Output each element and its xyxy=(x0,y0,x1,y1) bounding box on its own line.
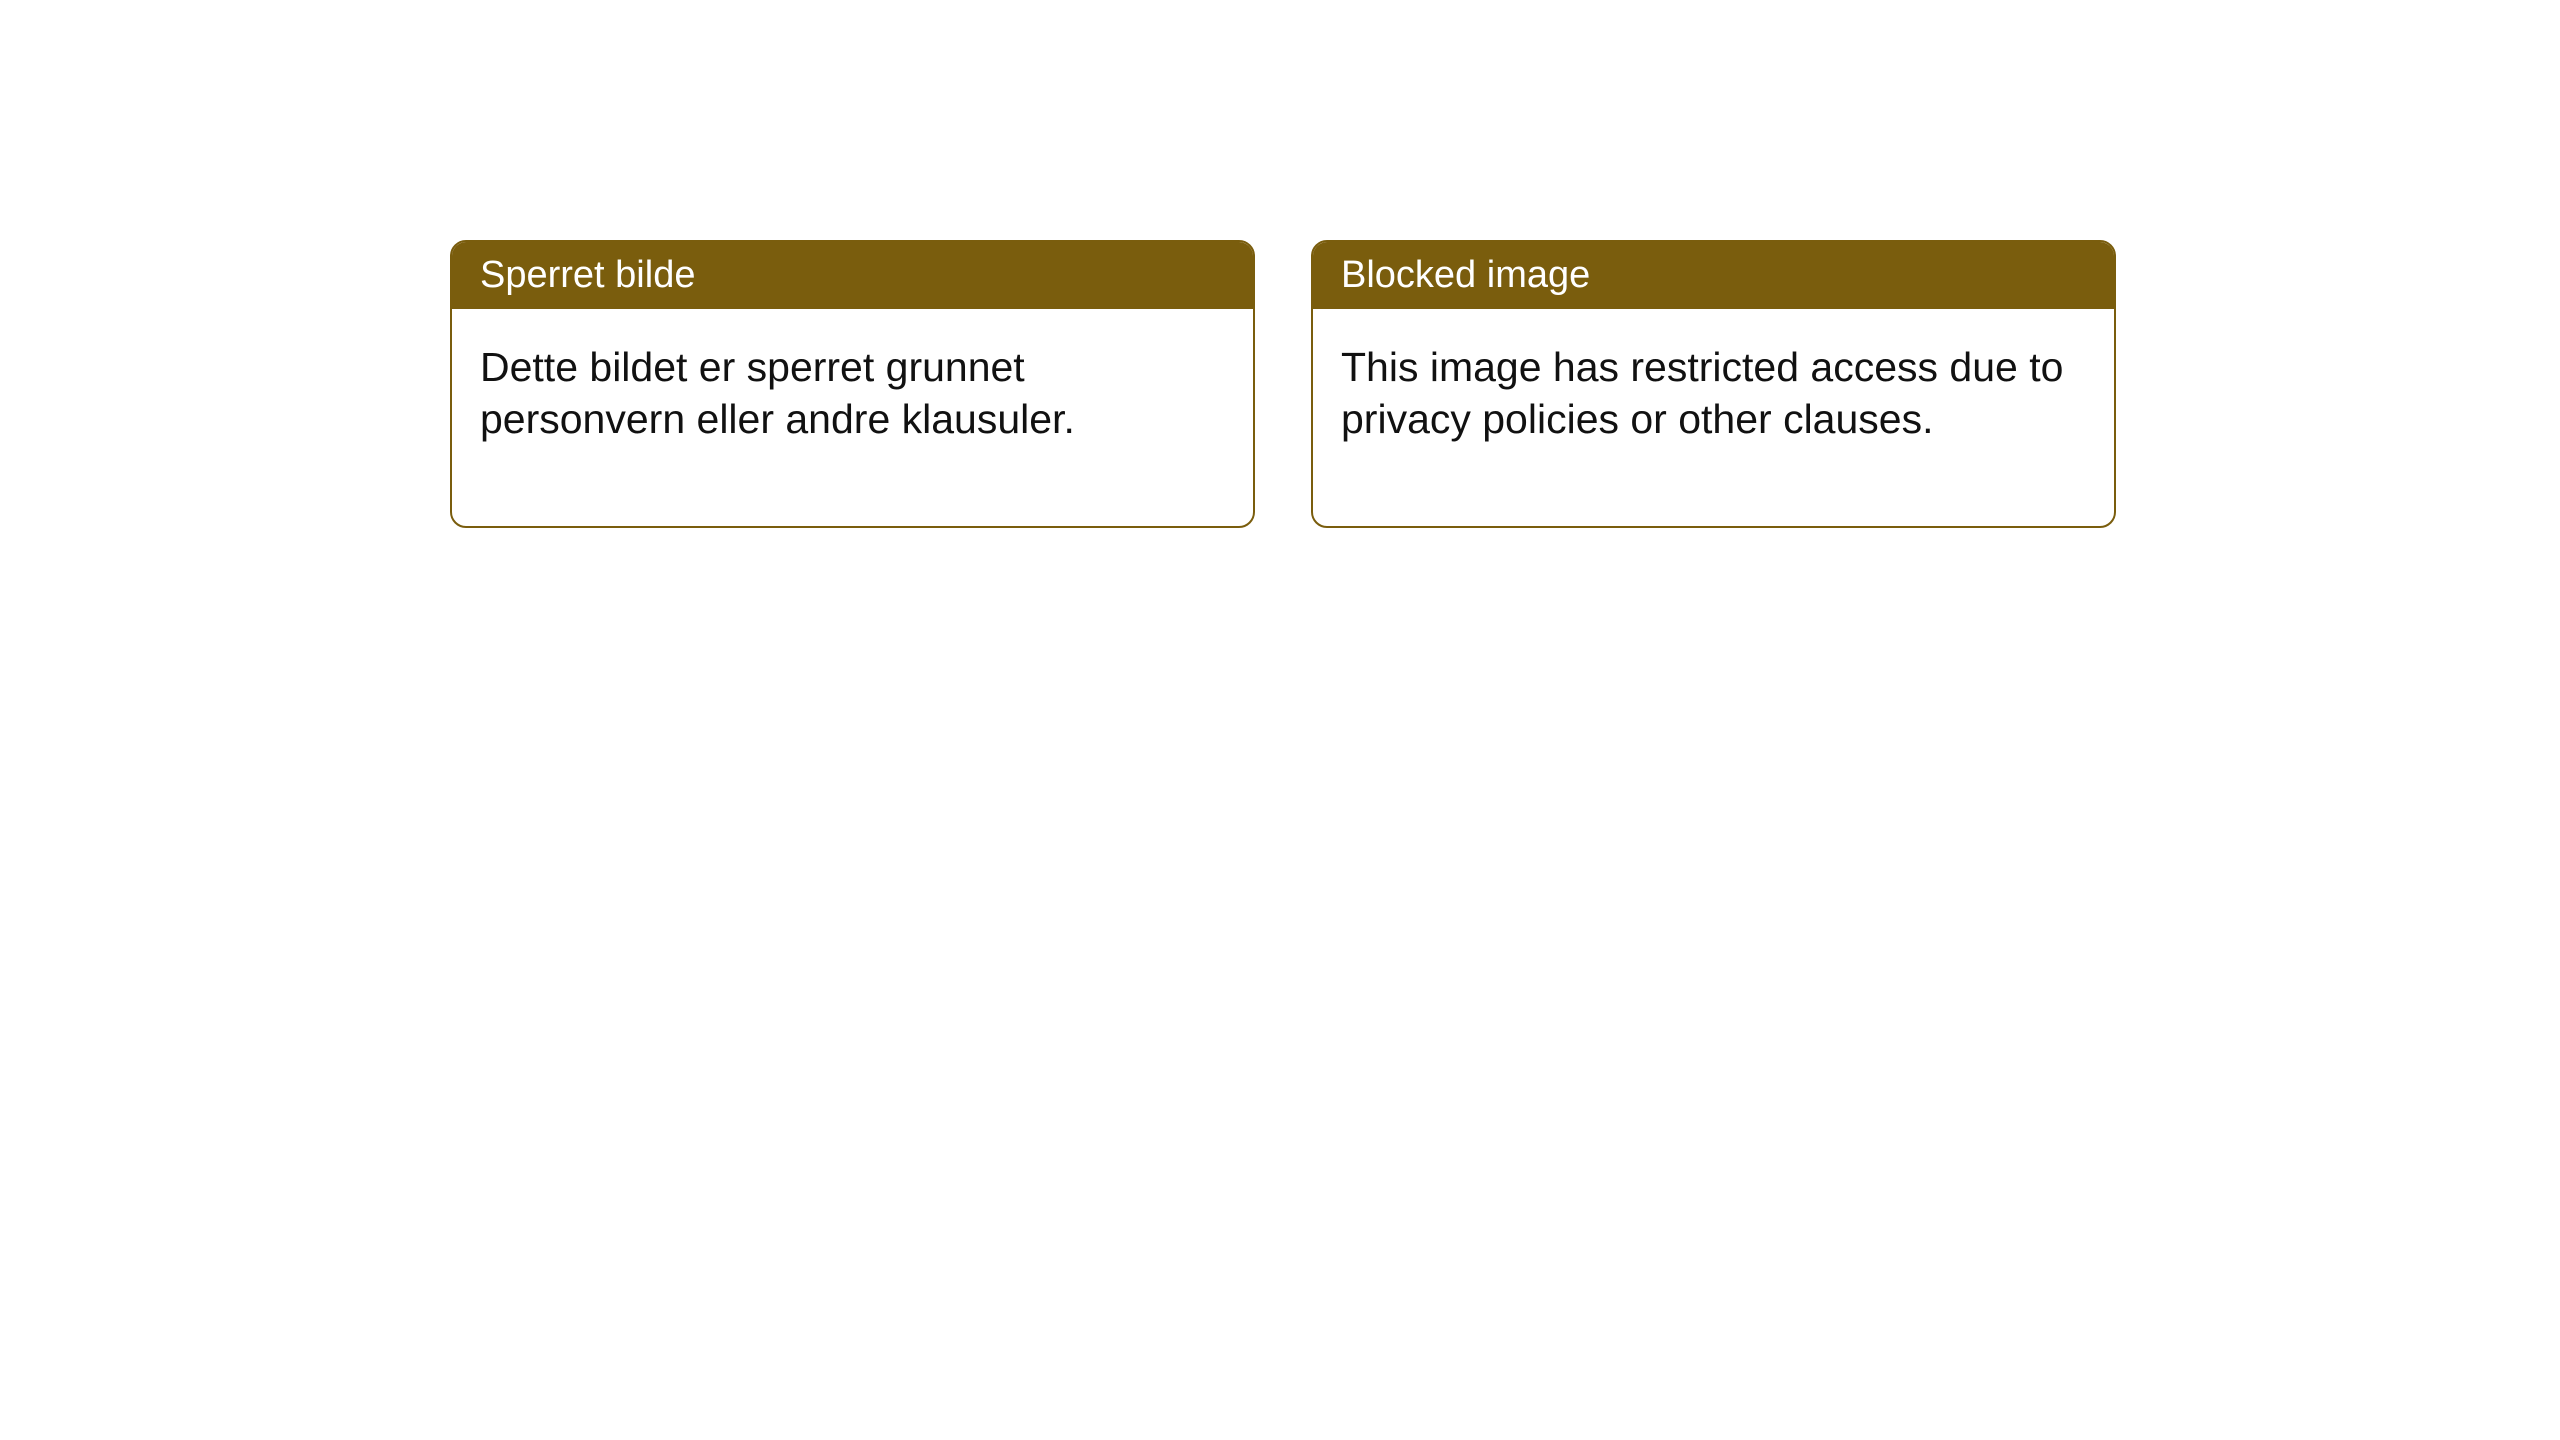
notice-box-norwegian: Sperret bilde Dette bildet er sperret gr… xyxy=(450,240,1255,528)
notice-box-english: Blocked image This image has restricted … xyxy=(1311,240,2116,528)
notice-body: Dette bildet er sperret grunnet personve… xyxy=(452,309,1253,526)
notice-container: Sperret bilde Dette bildet er sperret gr… xyxy=(0,0,2560,528)
notice-header: Sperret bilde xyxy=(452,242,1253,309)
notice-body: This image has restricted access due to … xyxy=(1313,309,2114,526)
notice-header: Blocked image xyxy=(1313,242,2114,309)
